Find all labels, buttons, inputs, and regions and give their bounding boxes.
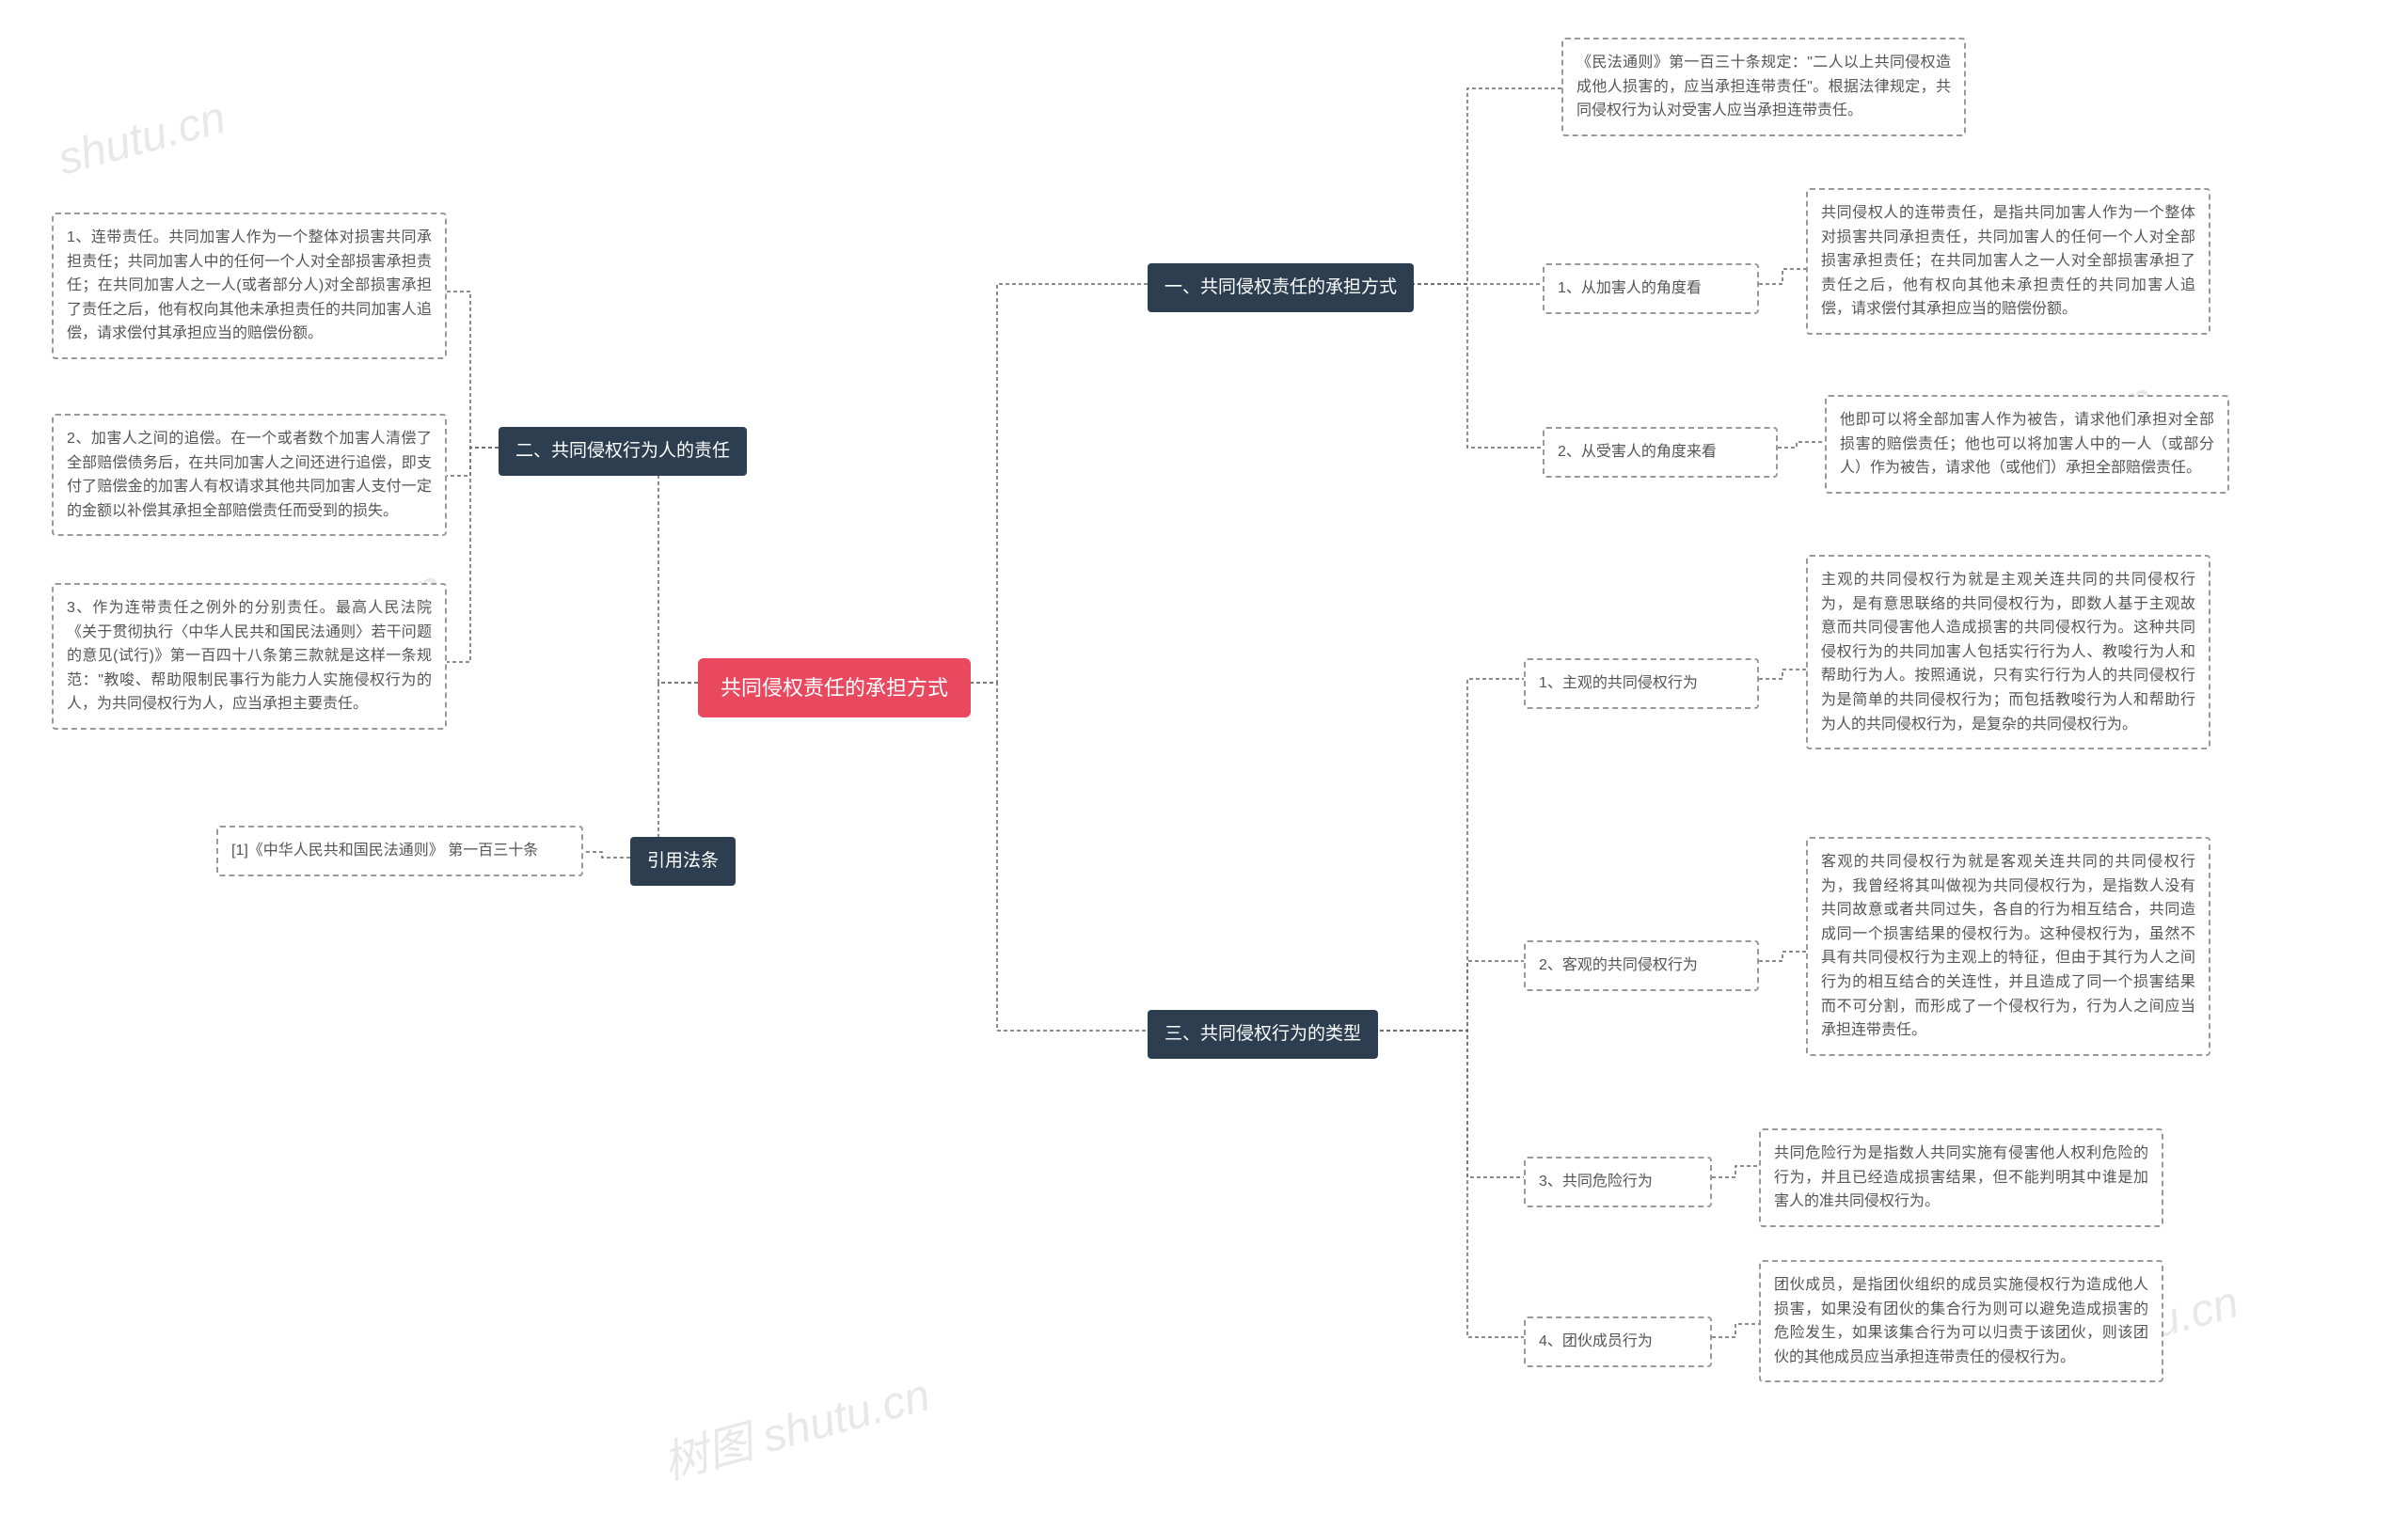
leaf-common-danger-detail: 共同危险行为是指数人共同实施有侵害他人权利危险的行为，并且已经造成损害结果，但不…: [1759, 1128, 2163, 1227]
leaf-joint-liability: 1、连带责任。共同加害人作为一个整体对损害共同承担责任；共同加害人中的任何一个人…: [52, 213, 447, 359]
leaf-separate-liability: 3、作为连带责任之例外的分别责任。最高人民法院《关于贯彻执行〈中华人民共和国民法…: [52, 583, 447, 730]
leaf-gang-member: 4、团伙成员行为: [1524, 1316, 1712, 1367]
leaf-citation-article: [1]《中华人民共和国民法通则》 第一百三十条: [216, 826, 583, 876]
leaf-victim-view: 2、从受害人的角度来看: [1543, 427, 1778, 478]
leaf-perpetrator-detail: 共同侵权人的连带责任，是指共同加害人作为一个整体对损害共同承担责任，共同加害人的…: [1806, 188, 2210, 335]
leaf-subjective: 1、主观的共同侵权行为: [1524, 658, 1759, 709]
leaf-common-danger: 3、共同危险行为: [1524, 1157, 1712, 1207]
leaf-victim-detail: 他即可以将全部加害人作为被告，请求他们承担对全部损害的赔偿责任；他也可以将加害人…: [1825, 395, 2229, 494]
leaf-civil-law-130: 《民法通则》第一百三十条规定："二人以上共同侵权造成他人损害的，应当承担连带责任…: [1561, 38, 1966, 136]
leaf-subjective-detail: 主观的共同侵权行为就是主观关连共同的共同侵权行为，是有意思联络的共同侵权行为，即…: [1806, 555, 2210, 749]
watermark: shutu.cn: [53, 91, 231, 185]
branch-responsibility: 二、共同侵权行为人的责任: [499, 427, 747, 476]
branch-citation: 引用法条: [630, 837, 736, 886]
leaf-objective-detail: 客观的共同侵权行为就是客观关连共同的共同侵权行为，我曾经将其叫做视为共同侵权行为…: [1806, 837, 2210, 1056]
watermark: 树图 shutu.cn: [655, 1358, 936, 1492]
leaf-recourse: 2、加害人之间的追偿。在一个或者数个加害人清偿了全部赔偿债务后，在共同加害人之间…: [52, 414, 447, 536]
branch-types: 三、共同侵权行为的类型: [1148, 1010, 1378, 1059]
leaf-gang-member-detail: 团伙成员，是指团伙组织的成员实施侵权行为造成他人损害，如果没有团伙的集合行为则可…: [1759, 1260, 2163, 1382]
leaf-objective: 2、客观的共同侵权行为: [1524, 940, 1759, 991]
leaf-perpetrator-view: 1、从加害人的角度看: [1543, 263, 1759, 314]
branch-assumption-method: 一、共同侵权责任的承担方式: [1148, 263, 1414, 312]
mindmap-root: 共同侵权责任的承担方式: [698, 658, 971, 717]
